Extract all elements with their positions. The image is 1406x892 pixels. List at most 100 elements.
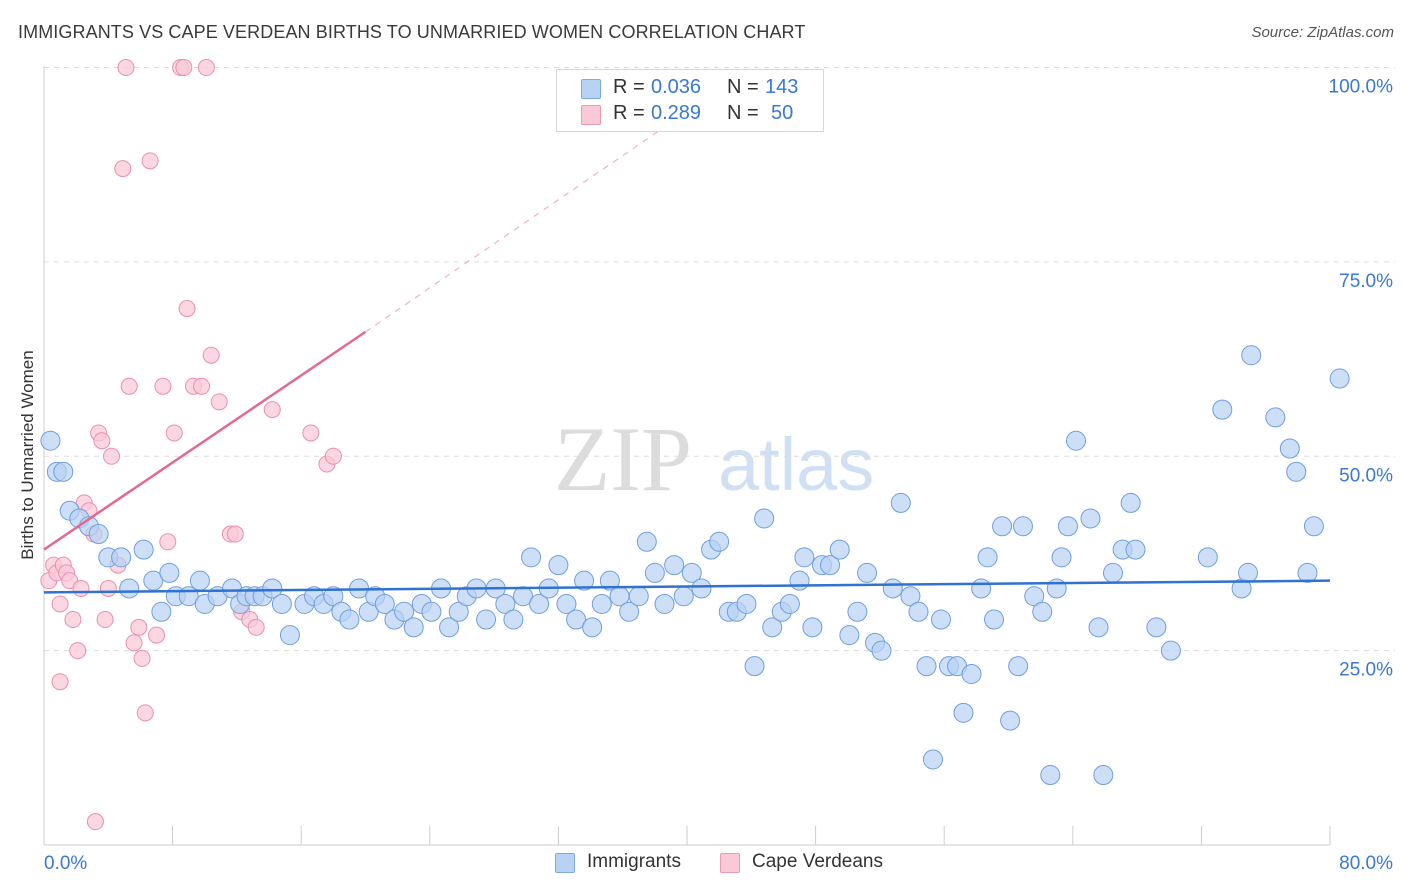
- immigrants-point: [189, 570, 210, 591]
- immigrants-point: [1238, 562, 1259, 583]
- cape-verdeans-point: [130, 618, 148, 636]
- immigrants-point: [953, 702, 974, 723]
- cape-verdeans-point: [51, 595, 69, 613]
- immigrants-point: [1051, 547, 1072, 568]
- immigrants-point: [977, 547, 998, 568]
- immigrants-swatch: [581, 79, 601, 99]
- immigrants-point: [495, 593, 516, 614]
- r-value: 0.289: [651, 102, 702, 124]
- cape-verdeans-trend-line: [43, 330, 367, 551]
- immigrants-point: [548, 555, 569, 576]
- immigrants-point: [1024, 586, 1045, 607]
- immigrants-point: [1012, 516, 1033, 537]
- axes: [43, 66, 1331, 846]
- cape-verdeans-point: [263, 401, 281, 419]
- legend-label-cape-verdeans: Cape Verdeans: [752, 851, 883, 872]
- immigrants-point: [566, 609, 587, 630]
- immigrants-point: [1080, 508, 1101, 529]
- immigrants-point: [1125, 539, 1146, 560]
- cape-verdeans-point: [133, 649, 151, 667]
- immigrants-point: [591, 593, 612, 614]
- r-value: 0.036: [651, 76, 702, 98]
- cape-verdeans-point: [193, 377, 211, 395]
- immigrants-trend-line: [43, 579, 1331, 594]
- cape-verdeans-point: [86, 813, 104, 831]
- immigrants-point: [664, 555, 685, 576]
- cape-verdeans-point: [159, 533, 177, 551]
- immigrants-point: [339, 609, 360, 630]
- immigrants-point: [744, 656, 765, 677]
- source-label: Source: ZipAtlas.com: [1251, 24, 1394, 41]
- immigrants-point: [1279, 438, 1300, 459]
- immigrants-point: [521, 547, 542, 568]
- cape-verdeans-point: [210, 393, 228, 411]
- x-tick-label: 0.0%: [44, 853, 87, 874]
- immigrants-point: [857, 562, 878, 583]
- cape-verdeans-point: [96, 611, 114, 629]
- immigrants-point: [890, 492, 911, 513]
- immigrants-point: [159, 562, 180, 583]
- immigrants-point: [930, 609, 951, 630]
- immigrants-point: [900, 586, 921, 607]
- cape-verdeans-point: [141, 152, 159, 170]
- immigrants-point: [1286, 461, 1307, 482]
- immigrants-point: [779, 593, 800, 614]
- immigrants-point: [762, 617, 783, 638]
- cape-verdeans-swatch: [581, 105, 601, 125]
- immigrants-point: [1146, 617, 1167, 638]
- immigrants-point: [53, 461, 74, 482]
- immigrants-point: [476, 609, 497, 630]
- y-tick-label: 50.0%: [1339, 465, 1393, 486]
- cape-verdeans-point: [197, 59, 215, 77]
- immigrants-points: [40, 345, 1350, 786]
- immigrants-point: [1212, 399, 1233, 420]
- immigrants-point: [691, 578, 712, 599]
- immigrants-point: [403, 617, 424, 638]
- n-value: 143: [765, 76, 799, 98]
- chart-title: IMMIGRANTS VS CAPE VERDEAN BIRTHS TO UNM…: [18, 22, 806, 42]
- immigrants-point: [111, 547, 132, 568]
- n-value: 50: [771, 102, 794, 124]
- immigrants-point: [709, 531, 730, 552]
- immigrants-point: [119, 578, 140, 599]
- immigrants-point: [1197, 547, 1218, 568]
- immigrants-point: [133, 539, 154, 560]
- cape-verdeans-point: [72, 579, 90, 597]
- immigrants-point: [1032, 601, 1053, 622]
- immigrants-point: [574, 570, 595, 591]
- cape-verdeans-point: [302, 424, 320, 442]
- immigrants-point: [503, 609, 524, 630]
- immigrants-point: [599, 570, 620, 591]
- immigrants-point: [829, 539, 850, 560]
- immigrants-point: [271, 593, 292, 614]
- immigrants-point: [448, 601, 469, 622]
- immigrants-point: [847, 601, 868, 622]
- gridlines: [44, 67, 1395, 652]
- immigrants-point: [1297, 562, 1318, 583]
- watermark-zip: ZIP: [554, 408, 692, 510]
- cape-verdeans-point: [202, 346, 220, 364]
- immigrants-point: [1057, 516, 1078, 537]
- immigrants-point: [151, 601, 172, 622]
- immigrants-point: [1093, 765, 1114, 786]
- cape-verdeans-point: [226, 525, 244, 543]
- immigrants-point: [323, 586, 344, 607]
- cape-verdeans-swatch: [720, 853, 740, 873]
- immigrants-point: [582, 617, 603, 638]
- cape-verdeans-point: [165, 424, 183, 442]
- cape-verdeans-point: [51, 673, 69, 691]
- immigrants-point: [619, 601, 640, 622]
- immigrants-point: [754, 508, 775, 529]
- immigrants-point: [922, 749, 943, 770]
- cape-verdeans-point: [125, 634, 143, 652]
- n-label: N =: [727, 76, 759, 98]
- y-tick-label: 100.0%: [1329, 77, 1394, 98]
- immigrants-point: [654, 593, 675, 614]
- cape-verdeans-point: [136, 704, 154, 722]
- trend-lines: [43, 67, 1331, 594]
- immigrants-point: [1160, 640, 1181, 661]
- immigrants-swatch: [555, 853, 575, 873]
- immigrants-point: [820, 555, 841, 576]
- watermark-atlas: atlas: [718, 423, 874, 506]
- correlation-legend: R = 0.036 N = 143 R = 0.289 N = 50: [556, 69, 824, 132]
